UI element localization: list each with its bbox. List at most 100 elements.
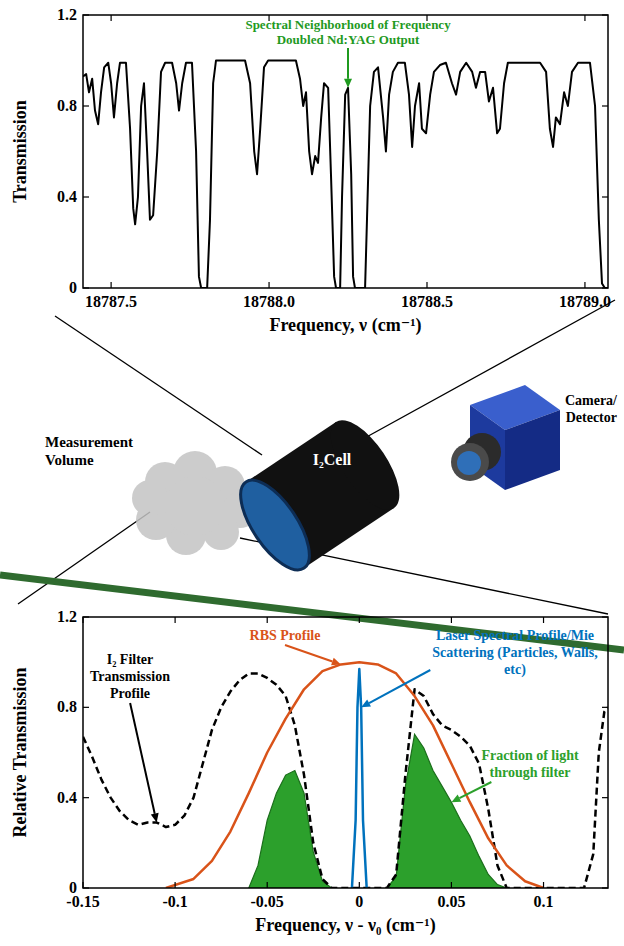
x-tick: [268, 282, 269, 288]
x-tick: [584, 15, 585, 21]
y-tick: [602, 797, 608, 798]
frame: [83, 617, 608, 888]
x-tick: [543, 882, 544, 888]
camera-glass: [457, 451, 481, 475]
y-tick-label: 1.2: [57, 6, 77, 23]
text-line: Fraction of light: [481, 748, 579, 763]
y-tick: [83, 616, 89, 617]
label-detector: Camera/Detector: [565, 393, 618, 425]
y-tick-label: 0.8: [57, 97, 77, 114]
plot-area: [83, 61, 608, 289]
y-tick: [83, 797, 89, 798]
camera-lens: [451, 443, 489, 481]
arrow-head: [451, 795, 461, 803]
y-tick: [83, 105, 89, 106]
y-tick: [602, 616, 608, 617]
line: [83, 673, 608, 888]
text-line: Spectral Neighborhood of Frequency: [245, 17, 451, 32]
arrow: [451, 782, 491, 802]
x-tick-label: 18788.0: [243, 293, 295, 310]
y-tick-label: 0.4: [57, 188, 77, 205]
x-axis-title: Frequency, ν (cm⁻¹): [269, 315, 421, 336]
y-tick-label: 0: [69, 279, 77, 296]
y-tick: [602, 105, 608, 106]
chart: -0.15-0.1-0.0500.050.100.40.81.2Frequenc…: [10, 608, 608, 936]
x-tick-label: 18788.5: [401, 293, 453, 310]
x-tick: [543, 617, 544, 623]
text-line: Measurement: [45, 434, 133, 450]
plot-area: [83, 662, 608, 888]
x-tick: [359, 617, 360, 623]
x-tick: [82, 882, 83, 888]
x-tick: [426, 282, 427, 288]
series-label: Laser Spectral Profile/MieScattering (Pa…: [432, 628, 597, 678]
camera-side: [505, 410, 560, 490]
label-measurement-volume: Measurement Volume: [45, 434, 133, 468]
text-line: through filter: [489, 765, 570, 780]
text-line: Detector: [566, 410, 617, 425]
text-line: Profile: [110, 686, 150, 701]
arrow: [344, 48, 352, 88]
x-tick-label: -0.05: [251, 893, 284, 910]
x-tick: [267, 617, 268, 623]
x-tick-label: 0.05: [437, 893, 465, 910]
y-tick-label: 0: [69, 879, 77, 896]
text-line: Camera/: [565, 393, 618, 408]
x-tick-label: 0: [355, 893, 363, 910]
frame: [83, 15, 608, 288]
x-tick-label: 18787.5: [85, 293, 137, 310]
figure: Measurement Volume I₂Cell Camera/Detector 18…: [0, 0, 624, 946]
arrow-head: [344, 79, 352, 88]
x-tick: [584, 282, 585, 288]
line: [166, 662, 544, 888]
y-tick: [602, 14, 608, 15]
x-tick: [451, 882, 452, 888]
y-tick: [602, 287, 608, 288]
text-line: Doubled Nd:YAG Output: [277, 32, 420, 47]
chart: 18787.5 18788.0 18788.5 18789.0 0 0.4 0.8 1.2 Fr…: [10, 6, 611, 336]
arrow-shaft: [285, 645, 332, 661]
x-tick-label: -0.1: [162, 893, 187, 910]
text-line: Transmission: [90, 669, 170, 684]
arrow: [285, 645, 341, 665]
x-tick: [111, 282, 112, 288]
y-tick: [83, 707, 89, 708]
text-line: etc): [504, 662, 526, 678]
arrow-shaft: [347, 48, 349, 79]
y-tick: [602, 196, 608, 197]
arrow-shaft: [369, 670, 430, 703]
x-tick: [175, 617, 176, 623]
text-line: I₂ Filter: [107, 652, 154, 667]
y-tick: [602, 707, 608, 708]
x-tick: [82, 617, 83, 623]
x-tick: [267, 882, 268, 888]
y-axis-title: Relative Transmission: [10, 668, 30, 838]
label-cell: I₂Cell: [313, 451, 352, 468]
arrow: [130, 703, 159, 823]
measurement-volume: [132, 451, 258, 555]
series-label: I₂ Filter Transmission Profile: [90, 652, 170, 701]
series-label: RBS Profile: [250, 628, 321, 643]
x-tick: [175, 882, 176, 888]
x-axis-title: Frequency, ν - ν₀ (cm⁻¹): [255, 915, 436, 936]
area: [249, 734, 507, 888]
y-tick: [83, 287, 89, 288]
y-tick-label: 0.8: [57, 698, 77, 715]
y-axis-title: Transmission: [10, 100, 30, 203]
diagram: Measurement Volume I₂Cell Camera/Detector: [0, 300, 624, 650]
cloud-part: [132, 480, 168, 516]
text-line: RBS Profile: [250, 628, 321, 643]
x-tick-label: 18789.0: [559, 293, 611, 310]
arrow: [361, 670, 430, 707]
y-tick: [602, 887, 608, 888]
arrow-shaft: [130, 703, 155, 814]
arrow-head: [151, 813, 159, 823]
y-tick: [83, 14, 89, 15]
x-tick-label: 0.1: [534, 893, 554, 910]
line: [352, 669, 367, 888]
line: [83, 61, 608, 289]
series-label: Fraction of light through filter: [481, 748, 579, 780]
text-line: Volume: [45, 452, 94, 468]
laser-beam: [0, 575, 624, 650]
x-tick: [359, 882, 360, 888]
